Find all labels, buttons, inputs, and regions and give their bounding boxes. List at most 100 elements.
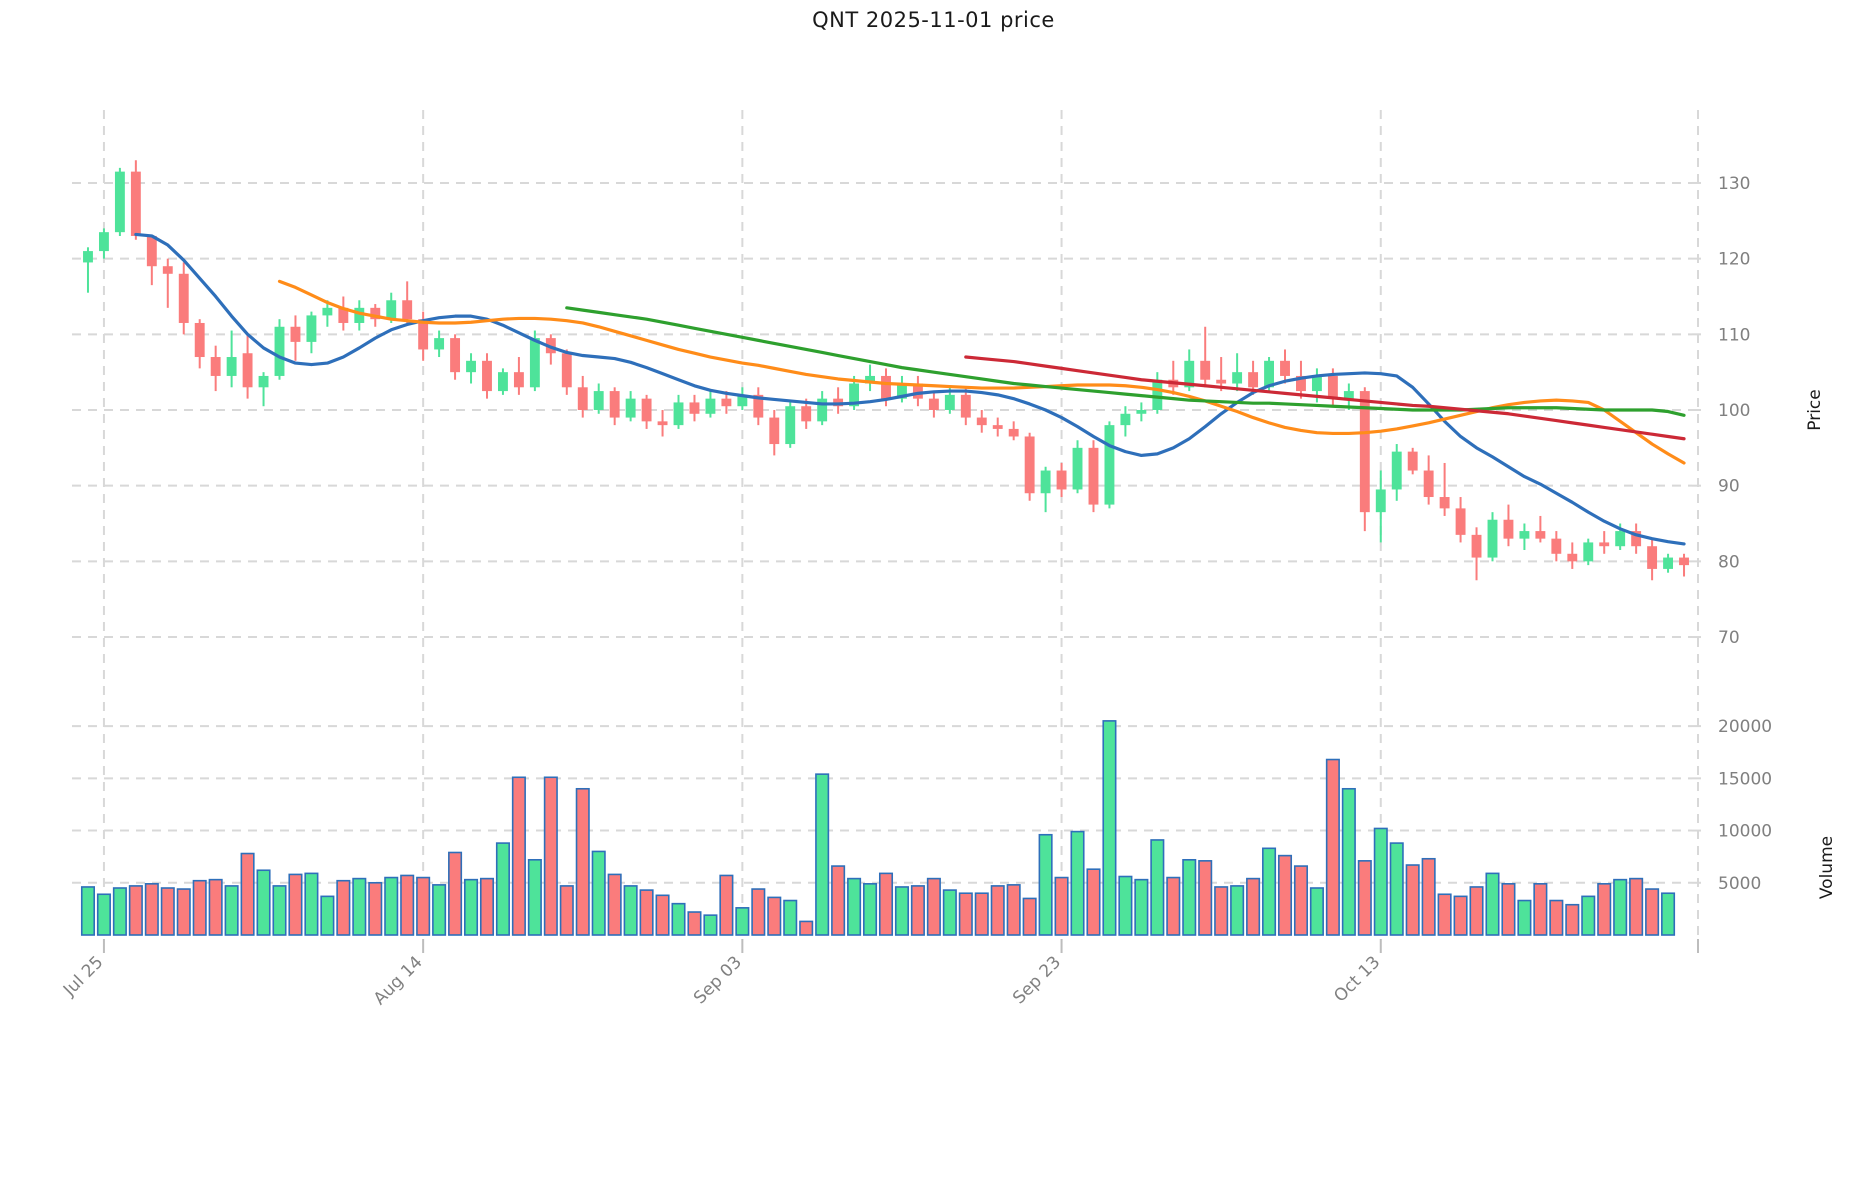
volume-bar [144,883,159,936]
volume-bar [559,885,574,936]
volume-bar [1182,858,1197,936]
volume-bar [192,879,207,936]
volume-bar [607,873,622,936]
candle-body [194,322,205,358]
volume-bar [1198,860,1213,936]
volume-bar [176,888,191,936]
candle-body [1136,410,1147,414]
volume-bar [735,907,750,936]
volume-bar [1102,720,1117,936]
candle-body [513,372,524,388]
volume-bar [1533,883,1548,936]
candle-body [1583,542,1594,562]
candle-body [466,360,476,373]
volume-bar [1501,883,1516,936]
page-title: QNT 2025-11-01 price [812,8,1055,32]
candle-body [865,375,875,384]
candle-body [242,353,253,388]
volume-bar [1613,878,1628,936]
volume-bar [1118,875,1133,936]
candle-body [737,394,748,407]
candle-body [162,266,173,274]
candle-body [705,398,716,414]
volume-bar [1230,885,1245,936]
volume-bar [1086,868,1101,936]
candle-body [114,171,125,233]
volume-bar [751,888,766,936]
candle-body [434,338,445,350]
volume-bar [831,865,846,936]
price-tick-label: 90 [1718,477,1740,497]
candle-body [1439,497,1450,509]
candle-body [1551,538,1562,554]
volume-bar [1293,865,1308,936]
candle-body [1535,531,1546,539]
volume-bar [336,879,351,936]
candle-body [130,171,141,236]
volume-bar [767,896,782,936]
volume-bar [1581,895,1596,936]
candle-body [1647,546,1658,569]
candle-body [992,425,1003,429]
candle-body [1343,391,1354,399]
volume-bar [448,851,463,936]
volume-bar [1517,899,1532,936]
candle-body [609,391,620,418]
candle-body [1663,557,1674,569]
candle-body [1104,425,1115,505]
volume-bar [272,885,287,936]
candle-body [1296,375,1306,392]
volume-bar [1629,877,1644,936]
candle-body [274,326,285,376]
volume-bar [799,920,814,936]
moving-average-line [565,306,1686,417]
volume-bar [1054,876,1069,936]
volume-bar [495,842,510,936]
candle-body [1264,360,1274,388]
price-tick-label: 70 [1718,628,1740,648]
candlestick-series [83,160,1689,581]
candle-body [1327,375,1338,399]
volume-bar [288,873,303,936]
volume-bar [128,885,143,936]
volume-bar [1022,897,1037,936]
candle-body [322,307,333,316]
volume-bar [416,876,431,936]
candle-body [1599,542,1610,547]
candle-body [657,421,668,426]
candle-body [944,394,955,410]
price-axis-title: Price [1805,389,1825,430]
candle-body [450,338,461,373]
volume-bar [1262,847,1277,936]
volume-bar [783,899,798,936]
volume-bar [926,877,941,936]
volume-bar [591,850,606,936]
x-axis-tick-label: Jul 25 [59,952,107,1000]
volume-bar [942,889,957,936]
candle-body [1152,379,1163,410]
candle-body [689,402,700,414]
volume-bar [1485,872,1500,936]
volume-bar [464,878,479,936]
candle-body [290,326,301,342]
volume-bar [527,858,542,936]
candle-body [306,315,317,342]
candle-body [801,406,812,422]
volume-bar [655,894,670,936]
candle-body [1232,372,1243,384]
candle-body [1471,534,1482,558]
candle-body [849,383,860,407]
moving-average-line [964,355,1686,441]
volume-bar [1421,857,1436,936]
price-tick-label: 80 [1718,552,1740,572]
volume-bar [96,893,111,936]
volume-bar [352,877,367,936]
volume-bar [208,878,223,936]
volume-bar [958,892,973,936]
candle-body [1631,531,1642,547]
volume-bar [1661,892,1676,936]
candle-body [1040,470,1051,494]
volume-bar [1150,839,1165,936]
